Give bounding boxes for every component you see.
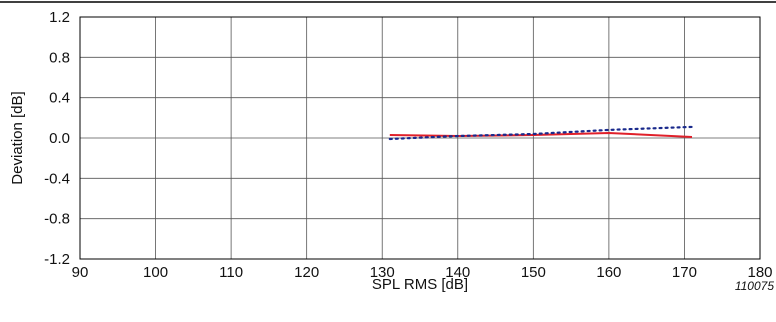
x-tick-label: 170: [672, 264, 697, 281]
y-tick-label: 0.4: [49, 90, 70, 107]
x-tick-labels: 90 100 110 120 130 140 150 160 170 180: [72, 264, 773, 281]
y-tick-label: -0.8: [44, 211, 70, 228]
y-tick-label: 0.0: [49, 130, 70, 147]
y-tick-labels: 1.2 0.8 0.4 0.0 -0.4 -0.8 -1.2: [44, 9, 70, 268]
y-tick-label: -1.2: [44, 251, 70, 268]
y-tick-label: 0.8: [49, 49, 70, 66]
x-tick-label: 150: [521, 264, 546, 281]
x-tick-label: 100: [143, 264, 168, 281]
y-tick-label: 1.2: [49, 9, 70, 26]
figure-id: 110075: [735, 279, 774, 293]
x-tick-label: 90: [72, 264, 89, 281]
x-tick-label: 130: [370, 264, 395, 281]
y-axis-label: Deviation [dB]: [9, 91, 26, 184]
plot-frame: [79, 16, 761, 260]
x-tick-label: 110: [219, 264, 243, 281]
series-layer: [388, 125, 694, 141]
x-axis-label: SPL RMS [dB]: [372, 276, 468, 293]
y-tick-label: -0.4: [44, 170, 70, 187]
x-tick-label: 140: [445, 264, 470, 281]
series-line-2: [388, 125, 694, 141]
x-tick-label: 120: [294, 264, 319, 281]
x-tick-label: 180: [747, 264, 772, 281]
x-tick-label: 160: [596, 264, 621, 281]
